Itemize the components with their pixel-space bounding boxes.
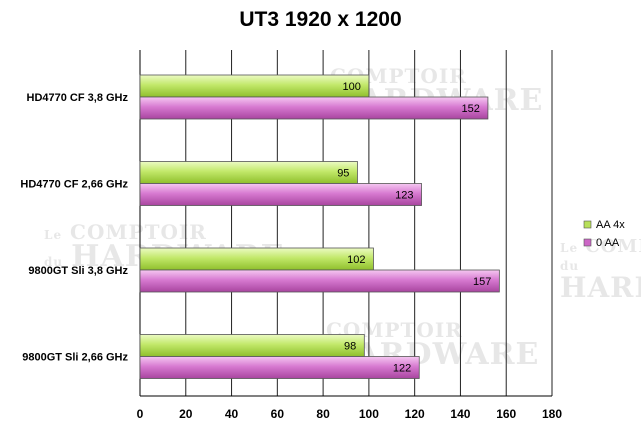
legend-label: 0 AA	[596, 237, 620, 249]
legend-swatch	[583, 238, 592, 247]
x-tick-label: 80	[316, 407, 330, 421]
bar	[139, 74, 370, 98]
x-tick-label: 60	[271, 407, 285, 421]
data-label: 95	[337, 168, 349, 180]
chart-title: UT3 1920 x 1200	[239, 8, 402, 31]
data-label: 157	[473, 276, 491, 288]
legend-swatch	[583, 220, 592, 229]
data-label: 100	[343, 81, 361, 93]
data-label: 152	[462, 103, 480, 115]
bar	[139, 183, 422, 206]
category-label: 9800GT Sli 2,66 GHz	[22, 352, 128, 364]
bar	[139, 334, 365, 357]
category-label: 9800GT Sli 3,8 GHz	[28, 265, 128, 277]
legend-label: AA 4x	[596, 219, 625, 231]
bar	[139, 161, 358, 184]
bar	[139, 356, 420, 379]
x-tick-label: 120	[405, 407, 425, 421]
x-tick-label: 140	[450, 407, 470, 421]
bar	[139, 96, 489, 120]
bar	[139, 247, 374, 271]
x-tick-label: 40	[225, 407, 239, 421]
category-label: HD4770 CF 2,66 GHz	[20, 179, 128, 191]
bar	[139, 269, 500, 293]
data-label: 102	[347, 254, 365, 266]
x-tick-label: 100	[359, 407, 379, 421]
data-label: 123	[395, 190, 413, 202]
bar-layer: 100 152 95 123 102 157 98 122	[139, 74, 500, 379]
x-tick-label: 180	[542, 407, 562, 421]
data-label: 98	[344, 341, 356, 353]
x-tick-label: 160	[496, 407, 516, 421]
axis-layer: 0 20 40 60 80 100 120 140 160 180 HD4770 CF 3,8 GH…	[20, 92, 562, 421]
data-label: 122	[393, 363, 411, 375]
x-tick-label: 0	[137, 407, 144, 421]
x-tick-label: 20	[179, 407, 193, 421]
legend: AA 4x 0 AA	[583, 219, 625, 249]
category-label: HD4770 CF 3,8 GHz	[27, 92, 129, 104]
